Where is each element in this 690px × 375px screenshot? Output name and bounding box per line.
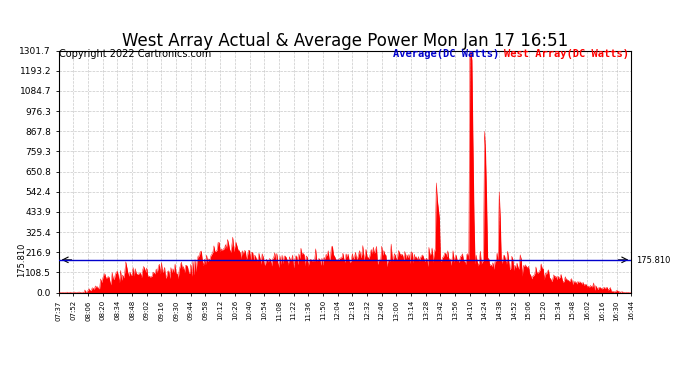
Text: West Array(DC Watts): West Array(DC Watts) (504, 49, 629, 59)
Text: 175.810: 175.810 (17, 243, 26, 277)
Text: Average(DC Watts): Average(DC Watts) (393, 49, 500, 59)
Title: West Array Actual & Average Power Mon Jan 17 16:51: West Array Actual & Average Power Mon Ja… (122, 33, 568, 51)
Text: Copyright 2022 Cartronics.com: Copyright 2022 Cartronics.com (59, 49, 211, 59)
